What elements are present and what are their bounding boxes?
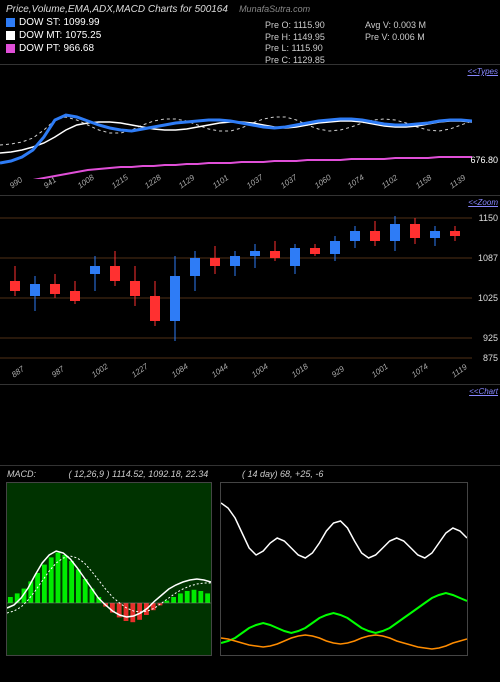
legend-text: DOW ST: 1099.99 — [19, 17, 100, 28]
legend-text: DOW PT: 966.68 — [19, 43, 94, 54]
volume-stats: Avg V: 0.003 MPre V: 0.006 M — [365, 20, 426, 43]
legend-swatch — [6, 18, 15, 27]
empty-panel: <<Chart — [0, 384, 500, 465]
y-axis-label: 1150 — [479, 213, 498, 223]
chart-container: Price,Volume,EMA,ADX,MACD Charts for 500… — [0, 0, 500, 660]
chart-header: Price,Volume,EMA,ADX,MACD Charts for 500… — [0, 0, 500, 64]
zoom-link[interactable]: <<Zoom — [468, 198, 498, 207]
legend-text: DOW MT: 1075.25 — [19, 30, 101, 41]
price-line-panel: <<Types 676.80 9909411008121512281129110… — [0, 64, 500, 195]
adx-chart — [221, 483, 467, 655]
y-axis-label: 1087 — [478, 253, 498, 263]
panel1-x-axis: 9909411008121512281129110110371037106010… — [0, 179, 472, 195]
types-link[interactable]: <<Types — [467, 67, 498, 76]
chart-title: Price,Volume,EMA,ADX,MACD Charts for 500… — [6, 4, 228, 15]
y-axis-label: 1025 — [478, 293, 498, 303]
y-marker-label: 676.80 — [470, 155, 498, 165]
indicator-panel: MACD: ( 12,26,9 ) 1114.52, 1092.18, 22.3… — [0, 465, 500, 682]
legend-item: DOW PT: 966.68 — [6, 43, 494, 54]
legend-swatch — [6, 31, 15, 40]
ohlc-stats: Pre O: 1115.90Pre H: 1149.95Pre L: 1115.… — [265, 20, 325, 67]
watermark: MunafaSutra.com — [239, 4, 310, 14]
adx-subpanel: ADX ( 14 day) 68, +25, -6 — [220, 482, 468, 656]
macd-subpanel: MACD: ( 12,26,9 ) 1114.52, 1092.18, 22.3… — [6, 482, 212, 656]
macd-chart — [7, 483, 211, 655]
legend-swatch — [6, 44, 15, 53]
adx-params: ( 14 day) 68, +25, -6 — [242, 469, 323, 479]
y-axis-label: 875 — [483, 353, 498, 363]
macd-label: MACD: — [7, 469, 36, 479]
panel2-x-axis: 8879871002122710841044100410189291001107… — [0, 368, 472, 384]
macd-params: ( 12,26,9 ) 1114.52, 1092.18, 22.34 — [69, 469, 209, 479]
candlestick-panel: <<Zoom 1150 1087 1025 925 875 88798710021227… — [0, 195, 500, 384]
y-axis-label: 925 — [483, 333, 498, 343]
chart-link[interactable]: <<Chart — [469, 387, 498, 396]
